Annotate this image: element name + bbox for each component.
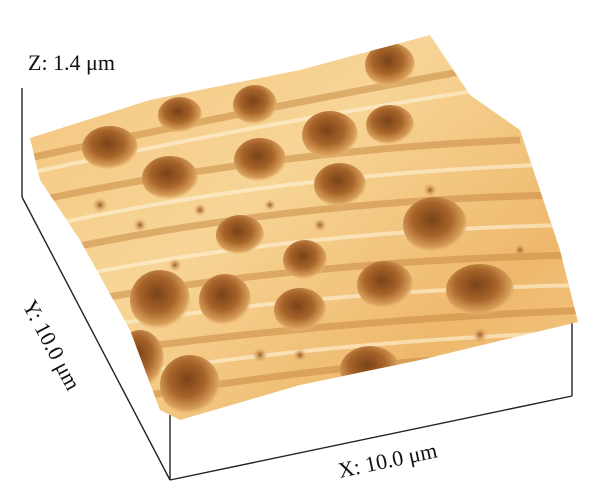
z-label: Z: 1.4 μm bbox=[28, 50, 115, 75]
x-label: X: 10.0 μm bbox=[336, 438, 439, 483]
box-frame bbox=[21, 88, 573, 481]
y-label: Y: 10.0 μm bbox=[18, 296, 86, 395]
